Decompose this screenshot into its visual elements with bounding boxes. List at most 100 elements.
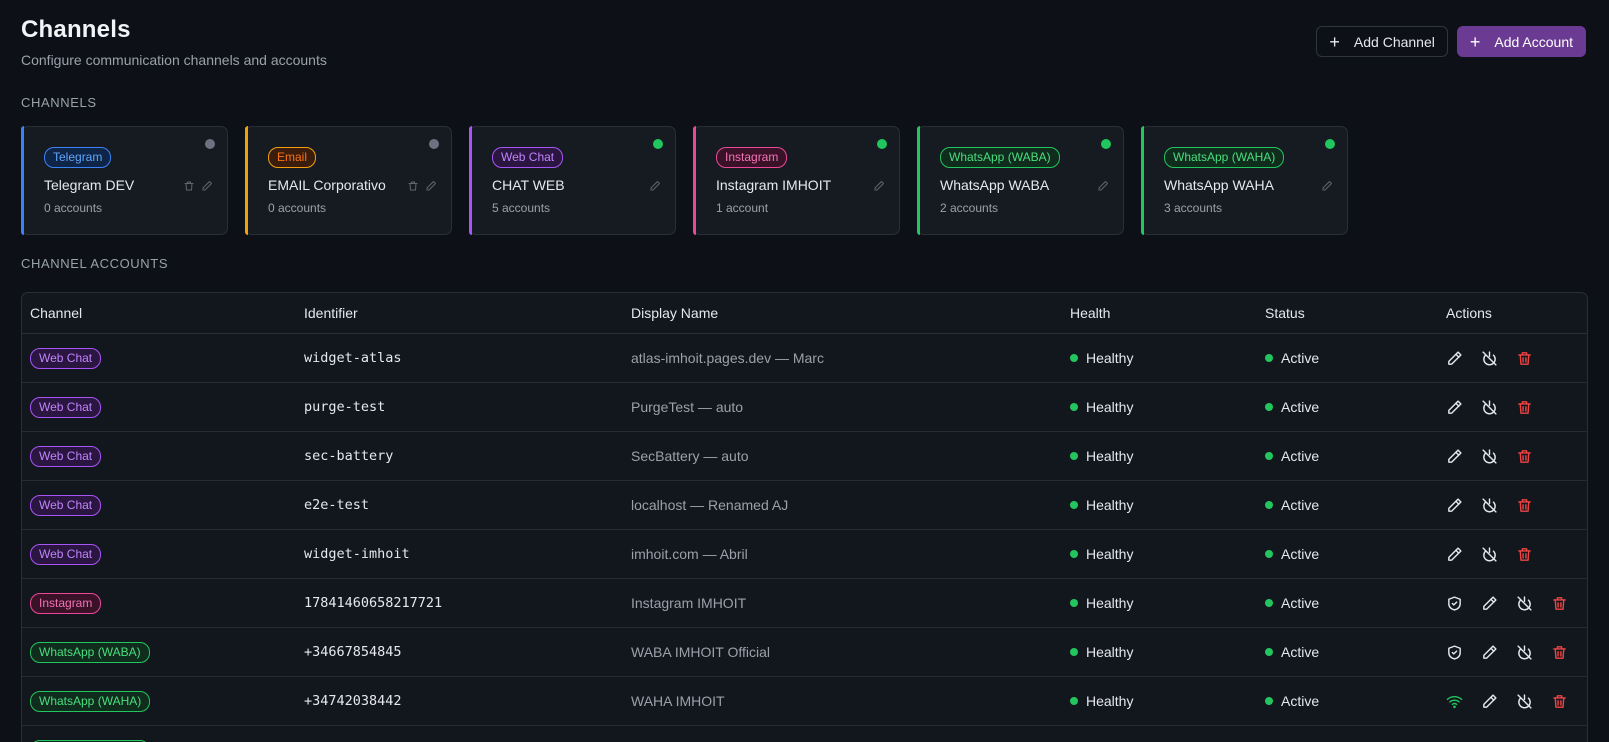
power-off-icon[interactable] [1481, 448, 1498, 465]
edit-icon[interactable] [873, 179, 885, 197]
table-row[interactable]: WhatsApp (WAHA) [22, 726, 1587, 742]
health-dot [1070, 501, 1078, 509]
column-header: Display Name [631, 305, 719, 321]
trash-icon[interactable] [1516, 350, 1533, 367]
actions-cell [1431, 350, 1587, 367]
edit-icon[interactable] [1446, 350, 1463, 367]
card-tools [649, 179, 661, 197]
channel-card[interactable]: Telegram Telegram DEV 0 accounts [21, 126, 228, 235]
status-cell: Active [1265, 497, 1431, 513]
status-cell: Active [1265, 399, 1431, 415]
column-header: Health [1070, 305, 1111, 321]
trash-icon[interactable] [407, 179, 419, 197]
channel-type-badge: Email [268, 147, 317, 168]
channels-section-label: CHANNELS [21, 95, 97, 110]
channel-card[interactable]: WhatsApp (WABA) WhatsApp WABA 2 accounts [917, 126, 1124, 235]
identifier-cell: purge-test [304, 399, 386, 415]
edit-icon[interactable] [201, 179, 213, 197]
account-status: Active [1265, 693, 1431, 709]
edit-icon[interactable] [1321, 179, 1333, 197]
status-label: Active [1281, 350, 1320, 366]
channel-card[interactable]: WhatsApp (WAHA) WhatsApp WAHA 3 accounts [1141, 126, 1348, 235]
edit-icon[interactable] [1481, 595, 1498, 612]
health-status: Healthy [1070, 448, 1265, 464]
status-cell: Active [1265, 546, 1431, 562]
shield-icon[interactable] [1446, 595, 1463, 612]
channel-type-badge: WhatsApp (WAHA) [30, 690, 151, 712]
health-cell: Healthy [1070, 497, 1265, 513]
add-channel-button[interactable]: + Add Channel [1316, 26, 1448, 57]
channel-card[interactable]: Web Chat CHAT WEB 5 accounts [469, 126, 676, 235]
column-header: Status [1265, 305, 1305, 321]
table-row[interactable]: Web Chat widget-imhoit imhoit.com — Abril H… [22, 530, 1587, 579]
health-dot [1070, 550, 1078, 558]
status-dot [653, 139, 663, 149]
status-dot [205, 139, 215, 149]
edit-icon[interactable] [1097, 179, 1109, 197]
status-dot [1101, 139, 1111, 149]
health-dot [1070, 403, 1078, 411]
account-status: Active [1265, 350, 1431, 366]
add-account-button[interactable]: + Add Account [1456, 26, 1586, 57]
edit-icon[interactable] [425, 179, 437, 197]
trash-icon[interactable] [1516, 497, 1533, 514]
trash-icon[interactable] [1551, 644, 1568, 661]
table-row[interactable]: Web Chat purge-test PurgeTest — auto Health… [22, 383, 1587, 432]
channel-cell: Web Chat [22, 543, 304, 565]
edit-icon[interactable] [1446, 448, 1463, 465]
trash-icon[interactable] [1516, 399, 1533, 416]
edit-icon[interactable] [1481, 693, 1498, 710]
edit-icon[interactable] [1481, 644, 1498, 661]
shield-icon[interactable] [1446, 644, 1463, 661]
power-off-icon[interactable] [1516, 644, 1533, 661]
table-row[interactable]: WhatsApp (WAHA) +34742038442 WAHA IMHOIT He… [22, 677, 1587, 726]
trash-icon[interactable] [1516, 448, 1533, 465]
wifi-icon[interactable] [1446, 693, 1463, 710]
card-accent [245, 126, 248, 235]
status-label: Active [1281, 399, 1320, 415]
channel-card[interactable]: Email EMAIL Corporativo 0 accounts [245, 126, 452, 235]
power-off-icon[interactable] [1481, 350, 1498, 367]
card-tools [183, 179, 213, 197]
trash-icon[interactable] [1551, 595, 1568, 612]
actions-cell [1431, 546, 1587, 563]
column-header: Actions [1446, 305, 1492, 321]
power-off-icon[interactable] [1516, 595, 1533, 612]
channel-cell: Web Chat [22, 494, 304, 516]
channel-name: Telegram DEV [44, 177, 135, 193]
edit-icon[interactable] [649, 179, 661, 197]
trash-icon[interactable] [183, 179, 195, 197]
channel-cell: WhatsApp (WAHA) [22, 739, 304, 742]
edit-icon[interactable] [1446, 546, 1463, 563]
card-accent [469, 126, 472, 235]
channel-name: EMAIL Corporativo [268, 177, 386, 193]
trash-icon[interactable] [1516, 546, 1533, 563]
power-off-icon[interactable] [1481, 497, 1498, 514]
edit-icon[interactable] [1446, 497, 1463, 514]
power-off-icon[interactable] [1481, 546, 1498, 563]
power-off-icon[interactable] [1516, 693, 1533, 710]
channel-name: CHAT WEB [492, 177, 565, 193]
table-row[interactable]: Web Chat widget-atlas atlas-imhoit.pages.d… [22, 334, 1587, 383]
power-off-icon[interactable] [1481, 399, 1498, 416]
edit-icon[interactable] [1446, 399, 1463, 416]
identifier-cell: sec-battery [304, 448, 394, 464]
status-label: Active [1281, 644, 1320, 660]
account-status: Active [1265, 448, 1431, 464]
table-row[interactable]: Web Chat sec-battery SecBattery — auto Heal… [22, 432, 1587, 481]
card-accent [21, 126, 24, 235]
channel-name: Instagram IMHOIT [716, 177, 832, 193]
display-name-cell: atlas-imhoit.pages.dev — Marc [631, 350, 824, 366]
channel-type-badge: Web Chat [30, 347, 102, 369]
table-row[interactable]: WhatsApp (WABA) +34667854845 WABA IMHOIT O… [22, 628, 1587, 677]
trash-icon[interactable] [1551, 693, 1568, 710]
card-tools [1097, 179, 1109, 197]
health-status: Healthy [1070, 595, 1265, 611]
table-row[interactable]: Instagram 17841460658217721 Instagram IMHO… [22, 579, 1587, 628]
actions-cell [1431, 595, 1587, 612]
health-status: Healthy [1070, 644, 1265, 660]
channel-card[interactable]: Instagram Instagram IMHOIT 1 account [693, 126, 900, 235]
card-accent [917, 126, 920, 235]
display-name-cell: PurgeTest — auto [631, 399, 744, 415]
table-row[interactable]: Web Chat e2e-test localhost — Renamed AJ He… [22, 481, 1587, 530]
